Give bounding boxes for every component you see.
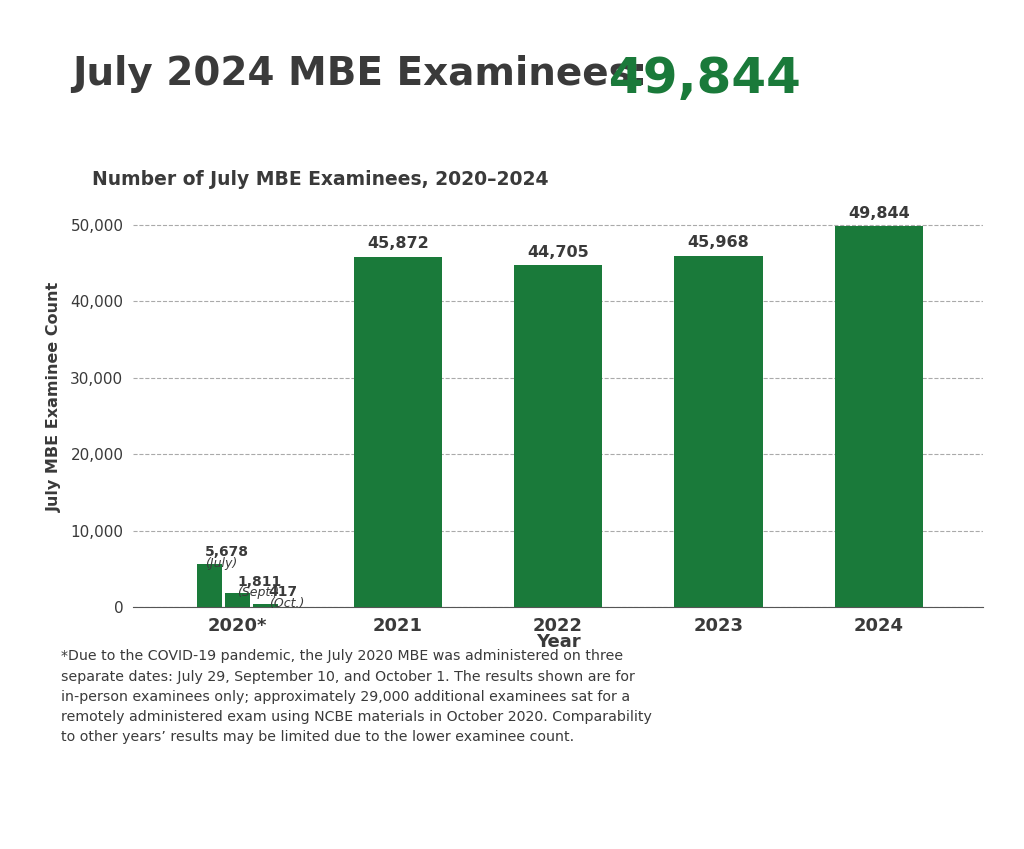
Text: (July): (July) [205,557,237,570]
Y-axis label: July MBE Examinee Count: July MBE Examinee Count [47,282,61,512]
Text: 45,872: 45,872 [367,236,429,251]
Text: (Sept.): (Sept.) [238,587,280,599]
Bar [225,593,250,607]
Text: July 2024 MBE Examinees:: July 2024 MBE Examinees: [72,55,674,93]
Bar [514,266,602,607]
Text: 49,844: 49,844 [609,55,802,104]
Bar [675,256,763,607]
Text: Number of July MBE Examinees, 2020–2024: Number of July MBE Examinees, 2020–2024 [92,170,549,188]
Text: July 2024 MBE Examinees:  49,844: July 2024 MBE Examinees: 49,844 [72,55,96,56]
Bar [197,564,221,607]
Text: 44,705: 44,705 [527,245,589,260]
Text: 49,844: 49,844 [848,205,909,221]
Text: 5,678: 5,678 [205,545,249,559]
Bar [353,256,441,607]
Text: 417: 417 [268,585,298,599]
Text: Year: Year [536,633,581,650]
Text: *Due to the COVID-19 pandemic, the July 2020 MBE was administered on three
separ: *Due to the COVID-19 pandemic, the July … [61,649,652,744]
Text: 45,968: 45,968 [687,235,750,250]
Bar [835,226,923,607]
Text: (Oct.): (Oct.) [268,597,304,610]
Text: 1,811: 1,811 [238,575,282,588]
Bar [253,604,278,607]
